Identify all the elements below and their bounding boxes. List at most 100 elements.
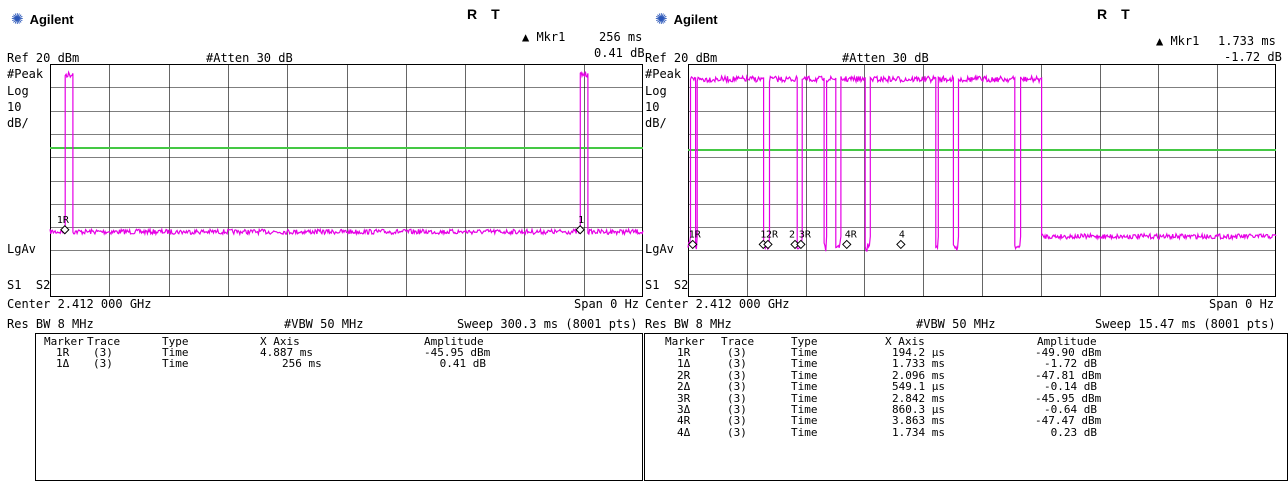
attenuation: #Atten 30 dB [842,51,929,65]
marker-readout-value: 256 ms [599,30,643,44]
video-bandwidth: #VBW 50 MHz [916,317,996,331]
sweep-time: Sweep 15.47 ms (8001 pts) [1095,317,1276,331]
marker-table-cell: Time [791,391,818,405]
trace-marker-label: 1R [57,215,70,226]
marker-readout-amplitude: 0.41 dB [594,46,645,60]
marker-table-cell: Time [791,346,818,359]
marker-table-cell: (3) [93,357,113,371]
scale-value-label: 10 [645,100,660,114]
span-value: Span 0 Hz [574,297,640,311]
trace-marker[interactable]: 4R [842,229,858,250]
ref-level: Ref 20 dBm [645,51,718,65]
marker-table-cell: 2.096 ms [892,368,945,382]
marker-table-cell: -45.95 dBm [424,346,491,359]
scale-unit-label: dB/ [7,116,29,130]
marker-table-cell: 256 ms [282,357,322,371]
marker-table-cell: 1.733 ms [892,357,945,371]
trace-marker[interactable]: 3R [796,229,812,250]
marker-table-header: Marker [44,335,84,348]
marker-table-cell: Time [791,425,818,439]
trace-marker[interactable]: 4 [896,229,906,250]
marker-table-cell: 1.734 ms [892,425,945,439]
scale-value-label: 10 [7,100,22,114]
trace-marker[interactable]: 1R [687,229,702,250]
marker-diamond-icon [763,239,773,250]
trace-marker[interactable]: 2R [763,229,779,250]
center-frequency: Center 2.412 000 GHz [7,297,152,311]
marker-table-header: Type [791,335,818,348]
center-frequency: Center 2.412 000 GHz [645,297,790,311]
span-value: Span 0 Hz [1209,297,1275,311]
trace-marker[interactable]: 1R [57,215,70,235]
ref-level: Ref 20 dBm [7,51,80,65]
status-t: T [1121,6,1130,22]
averaging-label: LgAv [7,242,36,256]
marker-table-cell: -47.47 dBm [1035,414,1102,428]
marker-table-cell: Time [791,414,818,428]
trace-marker-label: 2 [789,229,795,240]
marker-table-header: Trace [87,335,121,348]
marker-table-cell: 2.842 ms [892,391,945,405]
scale-type-label: Log [7,84,29,98]
marker-table-cell: (3) [727,391,747,405]
marker-table-cell: (3) [727,380,747,394]
attenuation: #Atten 30 dB [206,51,293,65]
marker-table-cell: 3Δ [677,403,691,416]
marker-readout-amplitude: -1.72 dB [1224,50,1282,64]
marker-table-cell: 2Δ [677,380,691,394]
resolution-bandwidth: Res BW 8 MHz [645,317,732,331]
marker-table-header: X Axis [260,335,300,348]
marker-table-cell: 2R [677,368,691,382]
marker-table-left: Marker Trace Type X Axis Amplitude 1R (3) Time 4… [35,333,643,481]
marker-table-cell: Time [162,357,189,371]
marker-table-cell: -45.95 dBm [1035,391,1102,405]
marker-table-cell: 1Δ [677,357,691,371]
marker-readout-label: ▲ Mkr1 [1156,34,1200,48]
video-bandwidth: #VBW 50 MHz [284,317,364,331]
marker-table-cell: -49.90 dBm [1035,346,1102,359]
marker-table-cell: 4.887 ms [260,346,313,359]
marker-table-cell: 1R [677,346,691,359]
trace-marker[interactable]: 1 [575,215,585,235]
marker-diamond-icon [796,239,806,250]
trace-marker-label: 1R [689,229,702,240]
trace-marker-label: 1 [578,215,584,226]
marker-table-cell: 1R [56,346,70,359]
marker-table-cell: 549.1 µs [892,380,945,394]
trace-marker-label: 3R [799,229,812,240]
marker-diamond-icon [687,239,698,250]
status-r: R [467,6,478,22]
agilent-logo: ✺ Agilent [11,10,74,28]
averaging-label: LgAv [645,242,674,256]
marker-table-cell: Time [791,380,818,394]
marker-table-cell: -0.64 dB [1044,403,1097,416]
marker-table-cell: 4R [677,414,691,428]
marker-table-cell: -1.72 dB [1044,357,1097,371]
brand-label: Agilent [29,12,74,27]
marker-table-cell: 194.2 µs [892,346,945,359]
sweep-mode-label: S1 S2 [645,278,689,292]
agilent-logo-icon: ✺ [655,11,668,28]
marker-table-header: Type [162,335,189,348]
marker-diamond-icon [842,239,852,250]
marker-readout-value: 1.733 ms [1218,34,1276,48]
marker-table-cell: 860.3 µs [892,403,945,416]
detector-label: #Peak [645,67,682,81]
graticule-frame [50,64,643,297]
marker-table-cell: Time [162,346,189,359]
marker-table-header: Marker [665,335,705,348]
trace-marker-label: 2R [766,229,779,240]
trace-display-left: 1R 1 [49,64,644,297]
marker-table-cell: Time [791,357,818,371]
marker-table-header: Trace [721,335,755,348]
marker-table-cell: Time [791,368,818,382]
resolution-bandwidth: Res BW 8 MHz [7,317,94,331]
marker-table-cell: 3R [677,391,691,405]
marker-table-cell: (3) [727,425,747,439]
marker-readout-label: ▲ Mkr1 [522,30,566,44]
marker-diamond-icon [575,225,585,235]
